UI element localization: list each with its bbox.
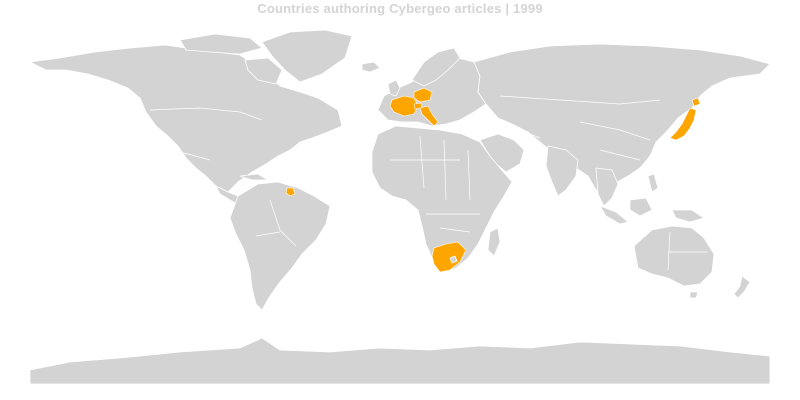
- landmass-tasmania: [689, 291, 699, 299]
- border-china: [579, 121, 651, 161]
- country-japan: [669, 107, 697, 141]
- border-russia: [499, 95, 661, 105]
- landmass-britain: [387, 79, 401, 97]
- landmass-asia: [473, 43, 771, 197]
- country-italy: [419, 105, 439, 127]
- landmass-arctic-archipelago: [179, 33, 263, 55]
- landmass-south-america: [229, 181, 331, 311]
- landmass-australia: [633, 225, 715, 287]
- landmass-new-guinea: [671, 209, 705, 223]
- country-french-guiana: [285, 187, 296, 197]
- landmass-africa: [371, 125, 513, 273]
- landmass-india: [545, 145, 579, 197]
- landmass-north-america: [29, 44, 343, 193]
- country-france: [389, 95, 419, 117]
- landmass-baffin: [244, 57, 283, 85]
- landmass-madagascar: [487, 227, 501, 257]
- landmass-antarctica: [29, 337, 771, 385]
- border-brazil: [255, 199, 297, 247]
- border-middle-east: [489, 125, 541, 139]
- border-us-canada: [149, 107, 263, 121]
- map-title: Countries authoring Cybergeo articles | …: [257, 1, 543, 16]
- landmass-borneo: [629, 197, 653, 217]
- border-africa-north: [390, 135, 471, 201]
- landmass-greenland: [261, 29, 353, 83]
- border-australia: [667, 231, 708, 271]
- border-us-mexico: [167, 149, 211, 161]
- landmass-philippines: [647, 173, 659, 193]
- country-japan-hokkaido: [691, 97, 701, 107]
- landmass-indonesia-west: [599, 205, 629, 225]
- landmass-iceland: [361, 61, 381, 73]
- landmass-scandinavia: [411, 47, 461, 87]
- country-germany: [413, 87, 433, 103]
- landmass-cuba: [239, 173, 269, 181]
- landmass-indochina: [595, 167, 619, 207]
- border-africa-south: [426, 213, 480, 233]
- country-south-africa: [431, 241, 467, 273]
- landmass-new-zealand: [733, 275, 751, 299]
- country-lesotho: [449, 255, 458, 264]
